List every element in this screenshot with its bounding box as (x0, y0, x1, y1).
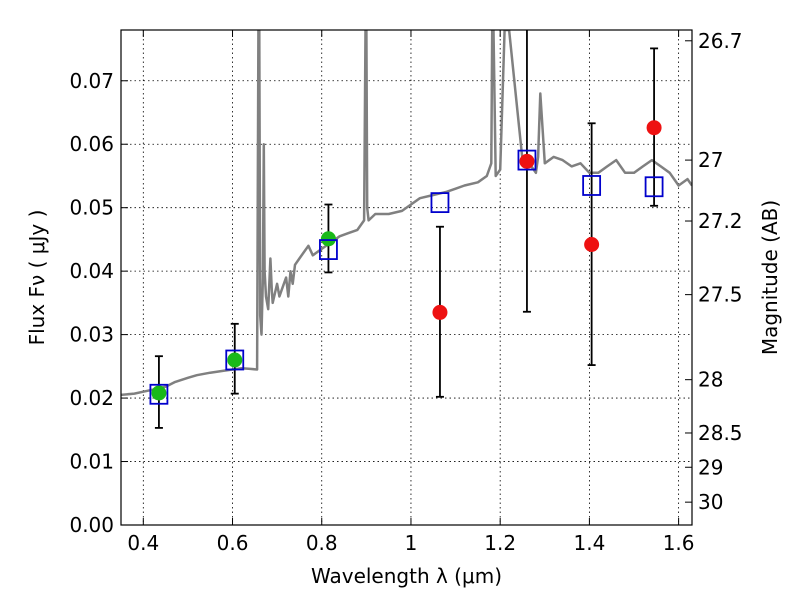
markers (149, 120, 664, 405)
y2-tick-label: 27.5 (698, 283, 743, 307)
grid (121, 30, 692, 526)
x-tick-label: 1 (405, 531, 418, 555)
plot-frame (120, 29, 693, 526)
x-tick-label: 1.2 (484, 531, 516, 555)
y-tick-label: 0.06 (69, 132, 114, 156)
y2-tick-label: 29 (698, 455, 723, 479)
model-square (430, 192, 450, 214)
y2-tick-label: 28 (698, 368, 723, 392)
y-tick-label: 0.05 (69, 196, 114, 220)
y2-tick-label: 28.5 (698, 421, 743, 445)
y-tick-label: 0.04 (69, 259, 114, 283)
spectrum-layer (121, 30, 692, 397)
y-tick-label: 0.03 (69, 323, 114, 347)
y-axis-ticks: 0.00 0.01 0.02 0.03 0.04 0.05 0.06 0.07 (69, 69, 128, 537)
y-tick-label: 0.01 (69, 450, 114, 474)
model-square (644, 176, 664, 198)
green-point (227, 352, 243, 368)
y2-axis-ticks: 26.7 27 27.2 27.5 28 28.5 29 30 (685, 29, 743, 514)
y2-tick-label: 27.2 (698, 209, 743, 233)
green-point (151, 385, 167, 401)
y-tick-label: 0.07 (69, 69, 114, 93)
y2-tick-label: 27 (698, 148, 723, 172)
red-point (646, 120, 662, 136)
y2-tick-label: 26.7 (698, 29, 743, 53)
y-axis-label: Flux Fν ( μJy ) (25, 210, 49, 346)
model-square (149, 383, 169, 405)
model-square (319, 239, 338, 260)
green-point (320, 231, 336, 247)
model-square (225, 349, 245, 371)
model-square (582, 175, 602, 196)
model-square (517, 149, 537, 171)
x-tick-label: 1.6 (663, 531, 695, 555)
x-tick-label: 0.6 (217, 531, 249, 555)
red-point (584, 237, 600, 252)
x-axis-label: Wavelength λ (μm) (311, 564, 502, 588)
spectrum-line (121, 30, 692, 397)
red-point (432, 304, 448, 320)
x-tick-label: 1.4 (573, 531, 605, 555)
x-tick-label: 0.4 (127, 531, 159, 555)
y2-tick-label: 30 (698, 490, 723, 514)
x-axis-ticks: 0.4 0.6 0.8 1 1.2 1.4 1.6 (127, 30, 695, 555)
y-tick-label: 0.00 (69, 513, 114, 537)
x-tick-label: 0.8 (306, 531, 338, 555)
y-tick-label: 0.02 (69, 386, 114, 410)
y2-axis-label: Magnitude (AB) (758, 200, 782, 355)
red-point (519, 153, 535, 169)
